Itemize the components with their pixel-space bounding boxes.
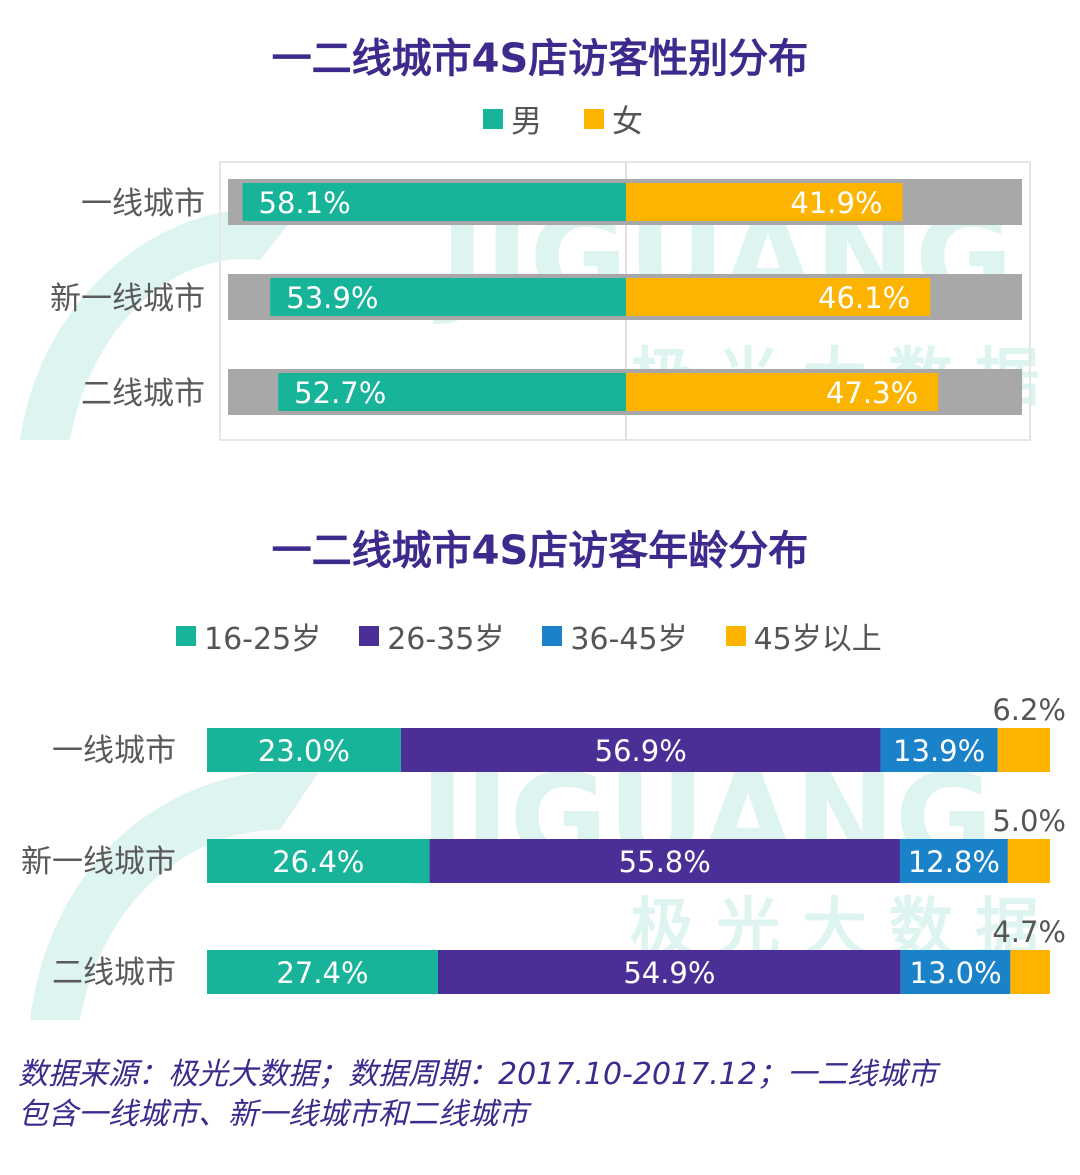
bar-age-3-0 (997, 728, 1050, 772)
legend-label-36-45: 36-45岁 (570, 622, 688, 657)
bar-female-0 (626, 183, 903, 221)
age-chart-title: 一二线城市4S店访客年龄分布 (271, 528, 809, 574)
gender-legend: 男 女 (483, 96, 685, 141)
source-note-line2: 包含一线城市、新一线城市和二线城市 (18, 1097, 528, 1132)
legend-item-16-25: 16-25岁 (176, 614, 321, 658)
bar-age-2-0 (880, 728, 998, 772)
gender-category-label: 二线城市 (81, 376, 205, 412)
watermark-logo-icon-2 (30, 769, 320, 1020)
legend-label-female: 女 (612, 104, 643, 140)
label-age-3-2: 4.7% (992, 915, 1066, 949)
label-female-2: 47.3% (826, 376, 918, 410)
label-male-2: 52.7% (294, 376, 386, 410)
legend-item-male: 男 (483, 96, 542, 141)
label-age-0-1: 26.4% (272, 845, 364, 879)
label-age-3-1: 5.0% (992, 804, 1066, 838)
label-age-1-0: 56.9% (595, 734, 687, 768)
bar-age-0-1 (207, 839, 430, 883)
bar-age-3-2 (1010, 950, 1050, 994)
bar-age-2-2 (900, 950, 1011, 994)
label-female-0: 41.9% (790, 186, 882, 220)
bar-male-0 (242, 183, 627, 221)
bar-male-2 (278, 373, 626, 411)
age-legend: 16-25岁 26-35岁 36-45岁 45岁以上 (176, 614, 920, 658)
age-category-label: 新一线城市 (21, 844, 176, 880)
legend-swatch-male (483, 108, 503, 129)
bar-female-1 (626, 278, 931, 316)
legend-label-26-35: 26-35岁 (387, 622, 505, 657)
watermark-logo-icon (20, 207, 300, 440)
bar-age-2-1 (899, 839, 1008, 883)
bar-male-1 (270, 278, 626, 316)
gender-bars: 一线城市 58.1% 41.9% 新一线城市 53.9% 46.1% 二线城市 52.7% 47… (50, 179, 1022, 415)
label-age-2-1: 12.8% (908, 845, 1000, 879)
bar-age-0-0 (207, 728, 401, 772)
source-note-line1: 数据来源：极光大数据；数据周期：2017.10-2017.12；一二线城市 (18, 1057, 937, 1092)
bar-age-3-1 (1007, 839, 1050, 883)
age-category-label: 二线城市 (52, 955, 176, 991)
legend-swatch-26-35 (359, 626, 380, 646)
label-male-1: 53.9% (286, 281, 378, 315)
label-age-2-0: 13.9% (893, 734, 985, 768)
legend-label-male: 男 (511, 104, 542, 140)
gender-chart-title: 一二线城市4S店访客性别分布 (271, 36, 809, 82)
label-age-0-0: 23.0% (258, 734, 350, 768)
legend-label-45plus: 45岁以上 (753, 622, 882, 657)
legend-item-female: 女 (584, 96, 643, 141)
label-age-1-1: 55.8% (619, 845, 711, 879)
legend-item-26-35: 26-35岁 (359, 614, 504, 658)
label-age-0-2: 27.4% (276, 956, 368, 990)
bar-age-1-0 (400, 728, 881, 772)
label-age-3-0: 6.2% (992, 693, 1066, 727)
legend-label-16-25: 16-25岁 (204, 622, 322, 657)
bar-age-1-2 (437, 950, 901, 994)
legend-swatch-36-45 (542, 626, 563, 646)
label-age-2-2: 13.0% (910, 956, 1002, 990)
bar-female-2 (626, 373, 939, 411)
legend-swatch-16-25 (176, 626, 196, 646)
label-female-1: 46.1% (818, 281, 910, 315)
age-bars: 一线城市 23.0% 56.9% 13.9%6.2% 新一线城市 26.4% 55.8% 12… (21, 693, 1066, 994)
legend-item-36-45: 36-45岁 (542, 614, 688, 658)
legend-swatch-female (584, 108, 604, 129)
label-male-0: 58.1% (259, 186, 351, 220)
bar-age-0-2 (207, 950, 438, 994)
age-category-label: 一线城市 (52, 733, 176, 769)
label-age-1-2: 54.9% (623, 956, 715, 990)
legend-swatch-45plus (725, 626, 746, 646)
source-note: 数据来源：极光大数据；数据周期：2017.10-2017.12；一二线城市 包含… (18, 1055, 1058, 1135)
bar-age-1-1 (429, 839, 900, 883)
gender-category-label: 一线城市 (81, 186, 205, 222)
legend-item-45plus: 45岁以上 (725, 614, 882, 658)
gender-category-label: 新一线城市 (50, 281, 205, 317)
